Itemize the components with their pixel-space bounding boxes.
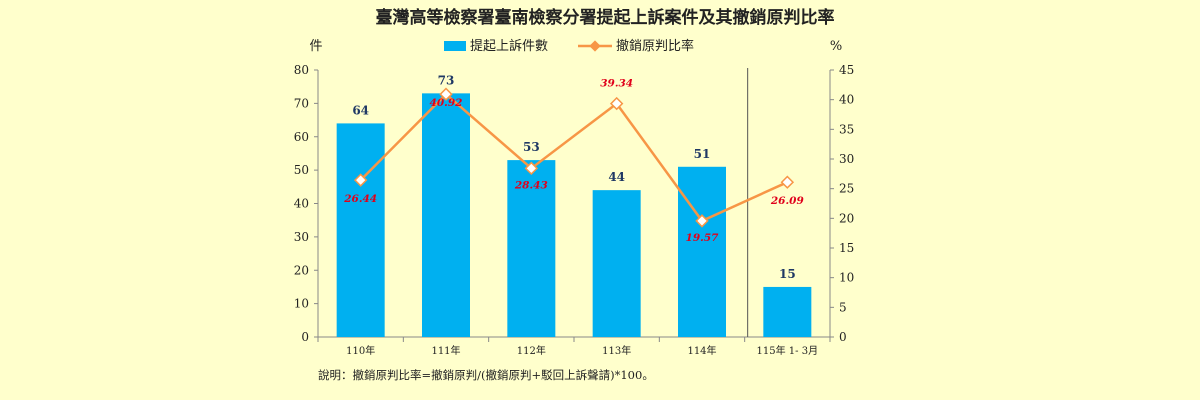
- left-tick-label: 50: [294, 163, 309, 177]
- bar: [336, 123, 385, 338]
- bar: [507, 160, 556, 337]
- left-tick-label: 80: [294, 63, 309, 77]
- right-tick-label: 0: [839, 330, 847, 344]
- right-tick-label: 5: [839, 300, 847, 314]
- x-tick-label: 111年: [431, 344, 460, 357]
- right-tick-label: 15: [839, 241, 854, 255]
- x-tick-label: 115年 1- 3月: [757, 344, 819, 357]
- right-tick-label: 35: [839, 122, 854, 136]
- left-tick-label: 0: [301, 330, 309, 344]
- right-tick-label: 10: [839, 271, 854, 285]
- x-tick-label: 112年: [517, 344, 546, 357]
- right-tick-label: 30: [839, 152, 854, 166]
- legend: 提起上訴件數 撤銷原判比率: [444, 38, 694, 54]
- bar: [592, 190, 641, 337]
- line-path: [359, 92, 788, 223]
- legend-bar-label: 提起上訴件數: [470, 38, 548, 54]
- left-tick-label: 20: [294, 263, 309, 277]
- left-tick-label: 10: [294, 297, 309, 311]
- axes: 0 10 20 30 40 50 60 70 80 0 5 10 15 20 25 30 35 40 45 110年 1…: [294, 63, 855, 357]
- right-tick-label: 25: [839, 182, 854, 196]
- line-point: [439, 87, 453, 101]
- legend-line-label: 撤銷原判比率: [616, 38, 694, 54]
- bar-value-label: 15: [779, 267, 796, 281]
- left-tick-label: 40: [294, 197, 309, 211]
- line-point: [353, 173, 368, 187]
- data-labels: 64 73 53 44 51 15 26.44 40.92 28.43 39.34 19.57 26.…: [343, 73, 804, 281]
- left-tick-label: 30: [294, 230, 309, 244]
- bar-value-label: 73: [438, 73, 455, 87]
- legend-bar-swatch: [444, 41, 466, 51]
- bar-value-label: 44: [608, 170, 625, 184]
- bar-value-label: 64: [352, 103, 369, 117]
- bar-value-label: 53: [523, 140, 540, 154]
- line-value-label: 40.92: [430, 97, 463, 109]
- right-tick-label: 20: [839, 211, 854, 225]
- chart-title: 臺灣高等檢察署臺南檢察分署提起上訴案件及其撤銷原判比率: [376, 7, 835, 28]
- line-value-label: 39.34: [600, 78, 633, 90]
- line-series: [353, 87, 795, 228]
- left-tick-label: 60: [294, 130, 309, 144]
- right-axis-unit: %: [830, 39, 842, 54]
- line-value-label: 26.09: [770, 195, 805, 207]
- line-point: [524, 161, 539, 176]
- line-value-label: 28.43: [514, 179, 548, 191]
- legend-line-marker: [589, 40, 601, 52]
- bar-value-label: 51: [694, 147, 711, 161]
- chart-note: 說明：撤銷原判比率=撤銷原判/(撤銷原判+駁回上訴聲請)*100。: [318, 368, 654, 382]
- line-value-label: 26.44: [343, 193, 377, 205]
- left-axis-unit: 件: [309, 39, 322, 54]
- x-tick-label: 114年: [687, 344, 716, 357]
- right-tick-label: 45: [839, 63, 854, 77]
- line-point: [780, 175, 795, 189]
- x-tick-label: 113年: [602, 344, 631, 357]
- line-point: [609, 96, 624, 111]
- line-value-label: 19.57: [686, 232, 720, 244]
- x-tick-label: 110年: [346, 344, 375, 357]
- left-tick-label: 70: [294, 96, 309, 110]
- right-tick-label: 40: [839, 93, 854, 107]
- bar: [763, 286, 812, 337]
- bar: [422, 93, 470, 337]
- bar-series: [336, 93, 812, 338]
- bar: [678, 166, 726, 337]
- line-point: [695, 214, 709, 228]
